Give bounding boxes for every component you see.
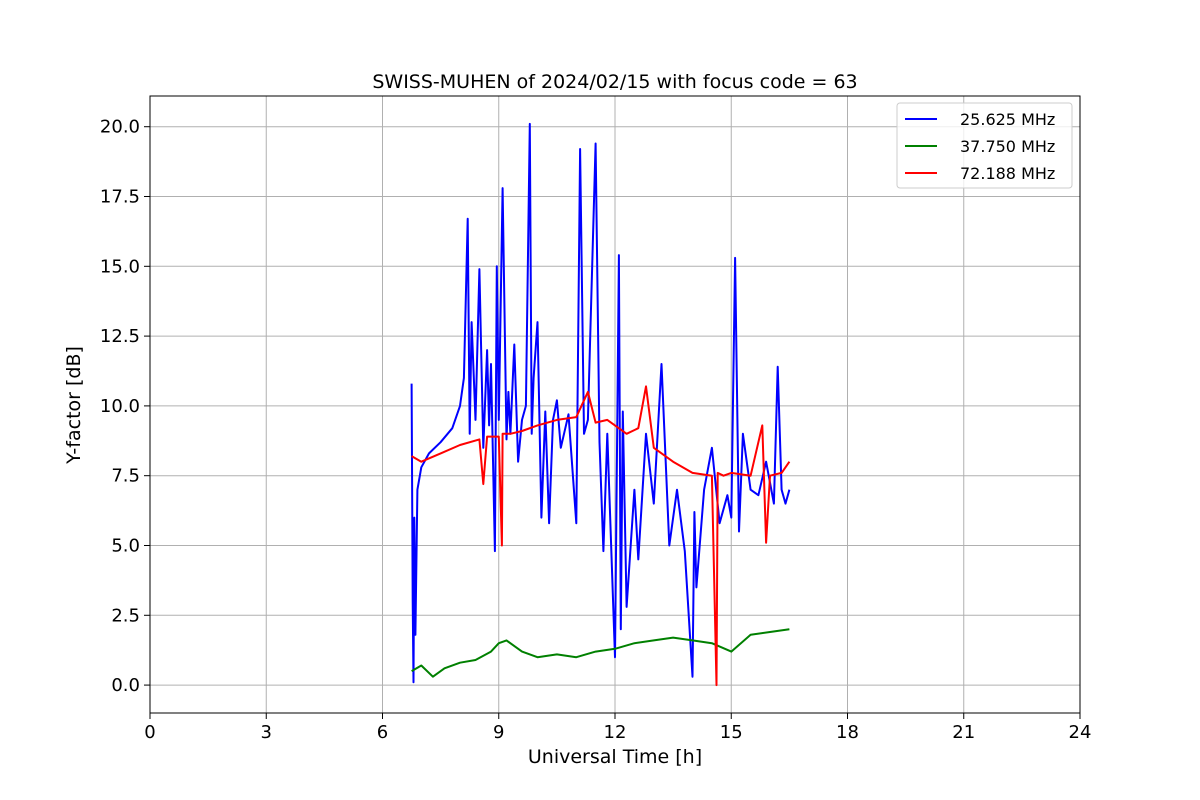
chart-title: SWISS-MUHEN of 2024/02/15 with focus cod…	[372, 71, 857, 93]
series-line-0	[410, 122, 791, 684]
x-tick-label: 15	[720, 722, 743, 743]
x-tick-label: 18	[836, 722, 859, 743]
x-tick-label: 6	[377, 722, 388, 743]
x-tick-label: 21	[952, 722, 975, 743]
y-tick-label: 2.5	[111, 605, 140, 626]
y-tick-label: 10.0	[100, 396, 140, 417]
y-axis-title: Y-factor [dB]	[63, 346, 85, 465]
y-tick-label: 15.0	[100, 256, 140, 277]
y-tick-label: 5.0	[111, 535, 140, 556]
axis-ticks: 0 3 6 9 12 15 18 21 24 0.0 2.5 5.0 7.5 10.0 12.5 15.0 17…	[100, 117, 1092, 743]
x-axis-title: Universal Time [h]	[528, 746, 702, 768]
x-tick-label: 12	[604, 722, 627, 743]
series-lines	[410, 122, 791, 687]
y-tick-label: 0.0	[111, 675, 140, 696]
y-tick-label: 17.5	[100, 187, 140, 208]
legend: 25.625 MHz 37.750 MHz 72.188 MHz	[896, 102, 1073, 189]
x-tick-label: 3	[261, 722, 272, 743]
legend-label-0: 25.625 MHz	[960, 110, 1055, 129]
legend-label-2: 72.188 MHz	[960, 164, 1055, 183]
x-tick-label: 9	[493, 722, 504, 743]
series-line-2	[411, 385, 791, 687]
y-tick-label: 20.0	[100, 117, 140, 138]
y-tick-label: 7.5	[111, 466, 140, 487]
y-tick-label: 12.5	[100, 326, 140, 347]
legend-box	[896, 102, 1073, 189]
legend-label-1: 37.750 MHz	[960, 137, 1055, 156]
x-tick-label: 24	[1069, 722, 1092, 743]
x-tick-label: 0	[144, 722, 155, 743]
